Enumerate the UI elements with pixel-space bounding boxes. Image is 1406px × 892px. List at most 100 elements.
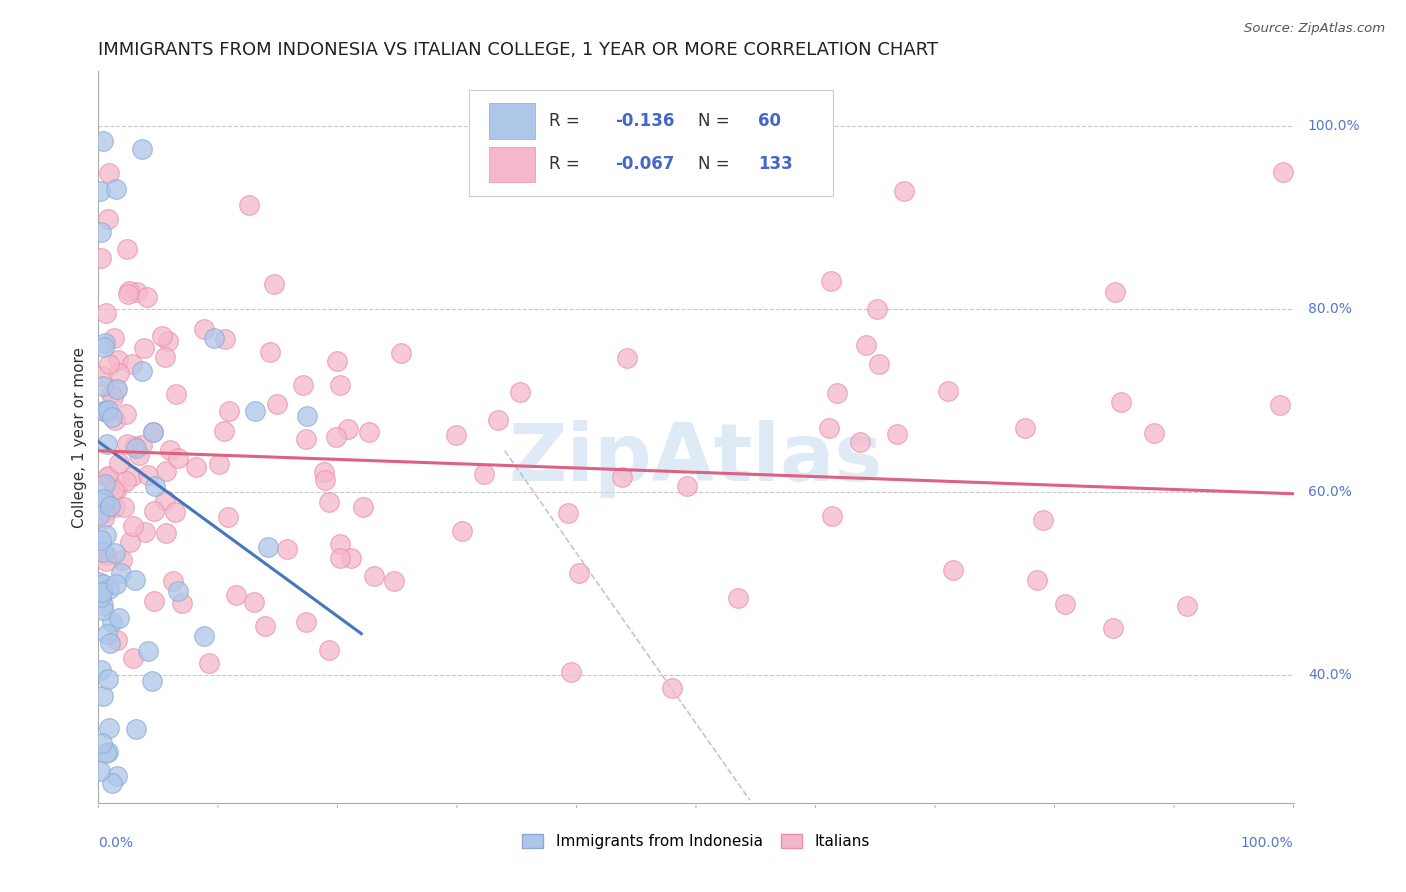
Point [1109, 395, 1132, 409]
Point [312, 466, 335, 480]
Point [329, 537, 352, 551]
Point [936, 384, 959, 398]
Point [382, 574, 405, 589]
Point [117, 242, 139, 256]
Point [450, 524, 472, 538]
Point [111, 553, 134, 567]
Point [318, 642, 340, 657]
Point [886, 427, 908, 442]
Point [89, 764, 111, 778]
Point [661, 681, 683, 696]
Point [131, 437, 153, 451]
Point [91, 690, 114, 704]
Point [100, 386, 122, 401]
Point [131, 364, 153, 378]
Point [165, 505, 187, 519]
Point [105, 382, 128, 396]
Point [143, 504, 166, 518]
Point [94, 505, 117, 519]
Point [118, 534, 141, 549]
Point [1268, 397, 1291, 411]
Text: 133: 133 [758, 155, 793, 173]
Point [93, 496, 115, 510]
Point [1032, 513, 1054, 527]
Point [825, 385, 848, 400]
Point [314, 474, 336, 488]
Point [166, 450, 188, 465]
Point [259, 344, 281, 359]
Point [942, 563, 965, 577]
FancyBboxPatch shape [489, 103, 534, 138]
Text: 0.0%: 0.0% [98, 836, 134, 850]
Point [134, 524, 156, 539]
Point [91, 134, 114, 148]
Point [193, 322, 215, 336]
Point [90, 663, 112, 677]
Point [103, 390, 125, 404]
FancyBboxPatch shape [489, 147, 534, 182]
Point [104, 576, 127, 591]
Point [509, 385, 531, 400]
Point [142, 425, 165, 440]
Point [156, 334, 179, 349]
Point [104, 413, 127, 427]
Text: R =: R = [548, 112, 585, 130]
Point [91, 545, 114, 559]
Point [90, 736, 112, 750]
Point [91, 584, 114, 599]
Point [97, 721, 120, 735]
Point [352, 500, 374, 514]
Point [820, 274, 842, 288]
Point [93, 336, 115, 351]
Point [94, 746, 117, 760]
Point [90, 590, 112, 604]
Point [155, 526, 177, 541]
Point [136, 644, 159, 658]
Point [318, 495, 340, 509]
Point [568, 566, 591, 581]
Point [295, 432, 318, 446]
Point [110, 566, 132, 580]
Text: Source: ZipAtlas.com: Source: ZipAtlas.com [1244, 22, 1385, 36]
Point [105, 482, 128, 496]
Point [87, 574, 110, 589]
Text: -0.136: -0.136 [614, 112, 673, 130]
Point [1272, 164, 1295, 178]
Text: 100.0%: 100.0% [1308, 120, 1361, 133]
Point [105, 181, 128, 195]
Point [105, 769, 128, 783]
Point [135, 290, 157, 304]
Point [93, 340, 115, 354]
Point [849, 434, 872, 449]
Point [108, 366, 131, 380]
Point [1104, 285, 1126, 299]
Point [1014, 421, 1036, 435]
Point [128, 448, 150, 462]
Point [166, 584, 188, 599]
Point [121, 357, 143, 371]
Point [93, 511, 115, 525]
Point [363, 568, 385, 582]
Point [97, 745, 120, 759]
Point [1026, 574, 1049, 588]
Point [1175, 599, 1198, 613]
Point [97, 582, 120, 596]
Text: 100.0%: 100.0% [1241, 836, 1294, 850]
Point [165, 386, 187, 401]
Point [97, 470, 120, 484]
FancyBboxPatch shape [470, 90, 834, 195]
Point [93, 503, 115, 517]
Point [97, 211, 120, 226]
Point [1142, 426, 1164, 441]
Point [266, 397, 288, 411]
Point [676, 479, 699, 493]
Legend: Immigrants from Indonesia, Italians: Immigrants from Indonesia, Italians [516, 828, 876, 855]
Point [96, 528, 118, 542]
Point [94, 403, 117, 417]
Point [257, 540, 280, 554]
Point [159, 442, 181, 457]
Point [117, 284, 139, 298]
Point [295, 615, 318, 629]
Point [153, 492, 176, 507]
Point [97, 402, 120, 417]
